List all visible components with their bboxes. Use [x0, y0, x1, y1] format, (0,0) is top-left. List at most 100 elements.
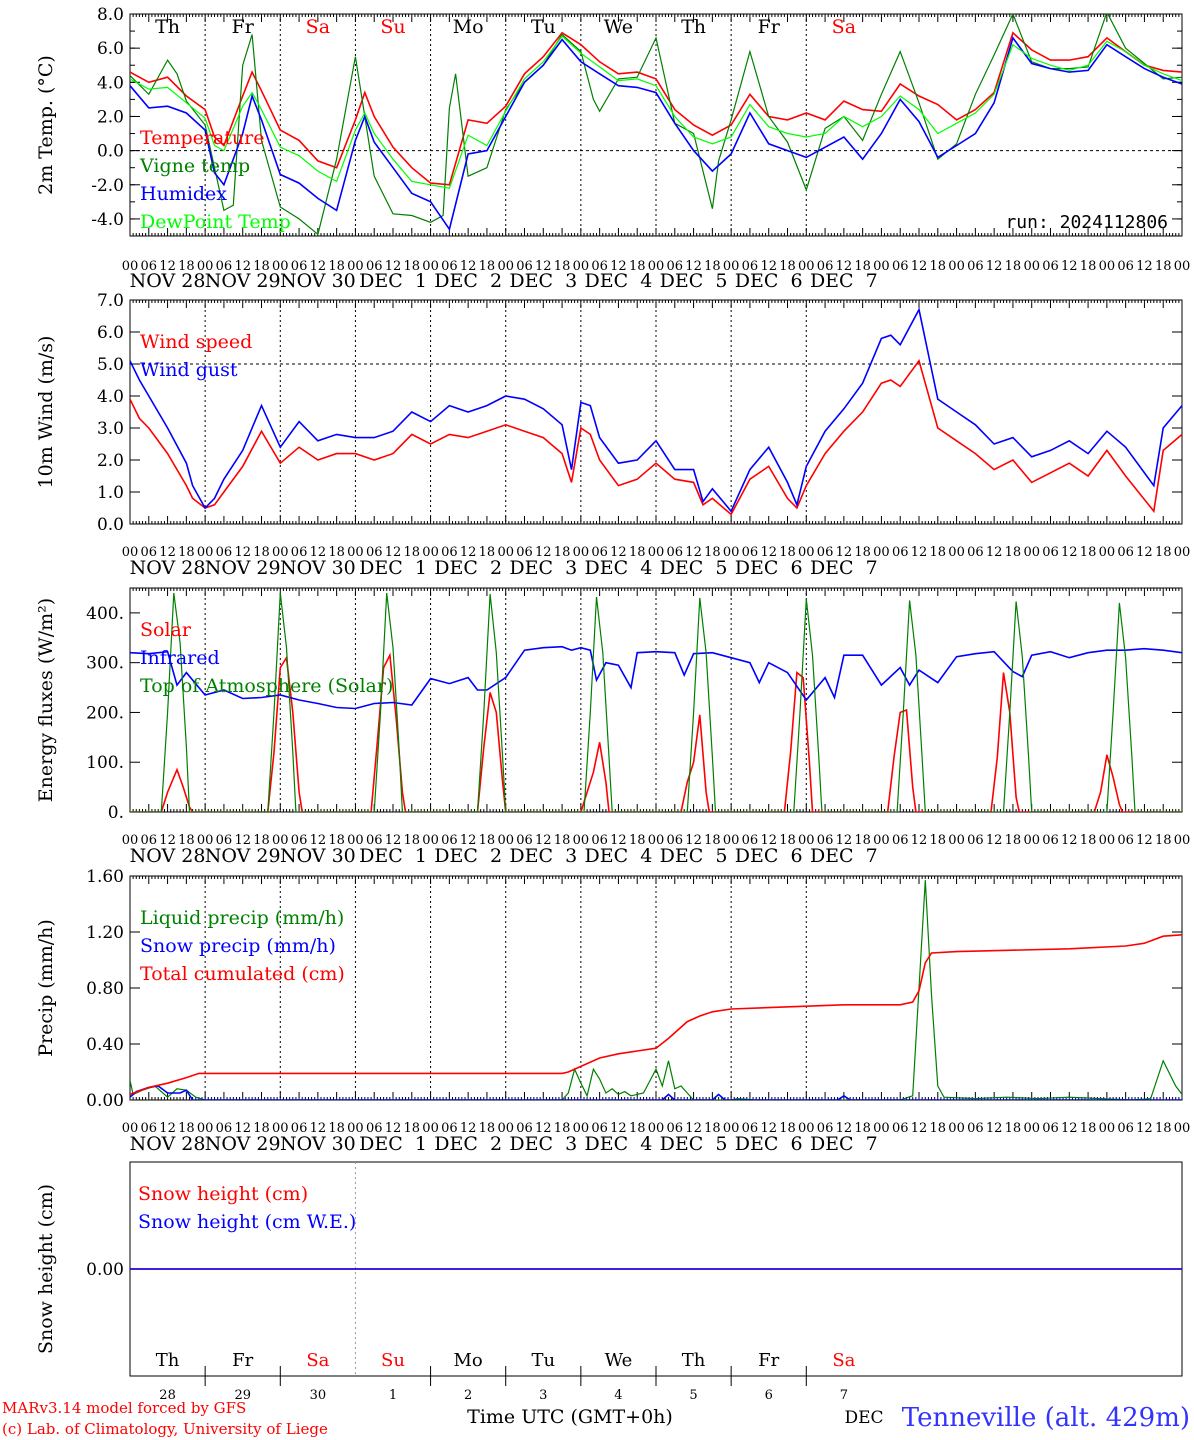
y-tick-label: 0.: [108, 803, 124, 823]
weekday-label: Sa: [306, 16, 330, 38]
hour-tick-label: 12: [836, 833, 853, 848]
hour-tick-label: 18: [479, 259, 496, 274]
hour-tick-label: 12: [1061, 833, 1078, 848]
y-tick-label: 1.0: [97, 483, 124, 503]
hour-tick-label: 06: [1042, 833, 1059, 848]
hour-tick-label: 00: [1023, 545, 1040, 560]
hour-tick-label: 06: [216, 1121, 233, 1136]
hour-tick-label: 18: [1155, 545, 1172, 560]
hour-tick-label: 18: [328, 545, 345, 560]
hour-tick-label: 18: [854, 259, 871, 274]
hour-tick-label: 18: [178, 1121, 195, 1136]
hour-tick-label: 12: [610, 259, 627, 274]
date-label: NOV 28: [130, 1133, 206, 1155]
panel-4: 00 06 12 18 00 06 12 18 00 06 12 18 00 06 12 18 00 06 12 18…: [35, 867, 1190, 1155]
hour-tick-label: 00: [122, 1121, 139, 1136]
hour-tick-label: 12: [234, 833, 251, 848]
hour-tick-label: 18: [253, 259, 270, 274]
day-number: 28: [159, 1388, 176, 1403]
credit-line-1: MARv3.14 model forced by GFS: [2, 1399, 246, 1417]
date-label: DEC 1: [359, 1133, 427, 1155]
hour-tick-label: 12: [911, 259, 928, 274]
hour-tick-label: 00: [497, 259, 514, 274]
date-label: NOV 30: [280, 270, 356, 292]
hour-tick-label: 12: [760, 545, 777, 560]
hour-tick-label: 00: [1174, 833, 1191, 848]
date-label: DEC 4: [585, 1133, 653, 1155]
hour-tick-label: 18: [854, 1121, 871, 1136]
legend-entry: Wind speed: [140, 331, 252, 353]
legend-entry: Vigne temp: [139, 155, 250, 177]
hour-tick-label: 12: [385, 1121, 402, 1136]
date-label: DEC 7: [810, 845, 878, 867]
hour-tick-label: 18: [404, 833, 421, 848]
hour-tick-label: 00: [272, 545, 289, 560]
hour-tick-label: 00: [122, 259, 139, 274]
hour-tick-label: 18: [253, 545, 270, 560]
hour-tick-label: 18: [1155, 259, 1172, 274]
hour-tick-label: 00: [347, 833, 364, 848]
hour-tick-label: 00: [573, 259, 590, 274]
day-number: 30: [310, 1388, 327, 1403]
date-label: NOV 28: [130, 557, 206, 579]
hour-tick-label: 18: [779, 1121, 796, 1136]
hour-tick-label: 18: [1080, 545, 1097, 560]
hour-tick-label: 18: [930, 1121, 947, 1136]
hour-tick-label: 12: [460, 1121, 477, 1136]
hour-tick-label: 18: [178, 545, 195, 560]
hour-tick-label: 06: [591, 545, 608, 560]
hour-tick-label: 18: [554, 1121, 571, 1136]
series-line-temperature: [130, 31, 1182, 186]
date-label: DEC 2: [434, 557, 502, 579]
hour-tick-label: 00: [497, 545, 514, 560]
date-label: DEC 4: [585, 845, 653, 867]
hour-tick-label: 06: [141, 833, 158, 848]
legend-entry: DewPoint Temp: [140, 211, 291, 233]
hour-tick-label: 12: [836, 259, 853, 274]
hour-tick-label: 12: [836, 1121, 853, 1136]
day-number: 3: [539, 1388, 547, 1403]
hour-tick-label: 00: [1099, 545, 1116, 560]
date-label: NOV 28: [130, 845, 206, 867]
hour-tick-label: 12: [1136, 545, 1153, 560]
y-tick-label: 300.: [86, 654, 124, 674]
hour-tick-label: 18: [854, 833, 871, 848]
series-line-solar: [130, 652, 1182, 812]
series-line-dewpoint-temp: [130, 35, 1182, 189]
date-label: DEC 5: [660, 270, 728, 292]
hour-tick-label: 18: [479, 1121, 496, 1136]
weekday-label: Mo: [454, 1350, 483, 1371]
hour-tick-label: 12: [610, 833, 627, 848]
hour-tick-label: 00: [497, 833, 514, 848]
weekday-label: We: [604, 16, 633, 38]
hour-tick-label: 18: [1080, 1121, 1097, 1136]
hour-tick-label: 00: [422, 545, 439, 560]
hour-tick-label: 18: [704, 1121, 721, 1136]
legend-entry: Solar: [140, 619, 192, 641]
date-label: DEC 5: [660, 1133, 728, 1155]
hour-tick-label: 00: [347, 545, 364, 560]
series-line-infrared: [130, 645, 1182, 710]
series-line-wind-gust: [130, 307, 1182, 513]
series-line-liquid-precip-mm-h-: [130, 880, 1182, 1100]
hour-tick-label: 12: [460, 259, 477, 274]
hour-tick-label: 00: [723, 833, 740, 848]
hour-tick-label: 12: [911, 1121, 928, 1136]
y-tick-label: -4.0: [91, 210, 124, 230]
y-tick-label: 0.0: [97, 142, 124, 162]
hour-tick-label: 12: [535, 833, 552, 848]
weekday-label: Sa: [306, 1350, 329, 1371]
day-number: 1: [389, 1388, 397, 1403]
weekday-label: Mo: [453, 16, 484, 38]
hour-tick-label: 18: [404, 545, 421, 560]
hour-tick-label: 06: [291, 1121, 308, 1136]
hour-tick-label: 00: [272, 833, 289, 848]
hour-tick-label: 18: [1155, 1121, 1172, 1136]
date-label: DEC 7: [810, 270, 878, 292]
hour-tick-label: 12: [610, 545, 627, 560]
date-label: DEC 3: [509, 1133, 577, 1155]
weekday-label: Fr: [232, 1350, 253, 1371]
y-axis-label: Energy fluxes (W/m²): [35, 598, 57, 802]
hour-tick-label: 00: [1174, 1121, 1191, 1136]
hour-tick-label: 00: [122, 833, 139, 848]
